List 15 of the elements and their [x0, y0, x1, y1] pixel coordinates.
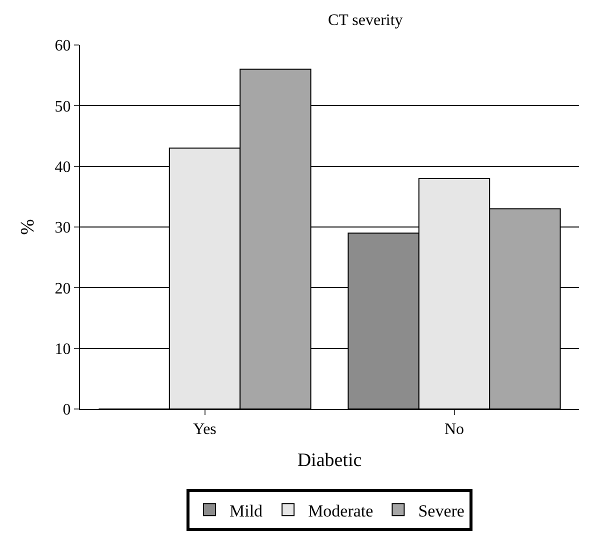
y-tick-label: 40 — [54, 158, 71, 176]
x-axis-title: Diabetic — [297, 450, 362, 471]
y-tick-label: 50 — [54, 98, 71, 116]
legend-label: Severe — [418, 501, 464, 520]
y-tick-label: 20 — [54, 280, 71, 298]
y-tick-label: 0 — [62, 402, 71, 419]
y-tick-label: 30 — [54, 220, 71, 237]
legend-label: Moderate — [308, 501, 374, 520]
chart-title: CT severity — [328, 12, 403, 30]
y-tick-label: 10 — [54, 340, 71, 358]
y-axis-title: % — [18, 218, 39, 235]
x-tick-label: No — [444, 421, 464, 438]
y-tick-label: 60 — [54, 38, 71, 55]
x-tick-label: Yes — [193, 421, 216, 438]
legend-label: Mild — [230, 501, 264, 520]
